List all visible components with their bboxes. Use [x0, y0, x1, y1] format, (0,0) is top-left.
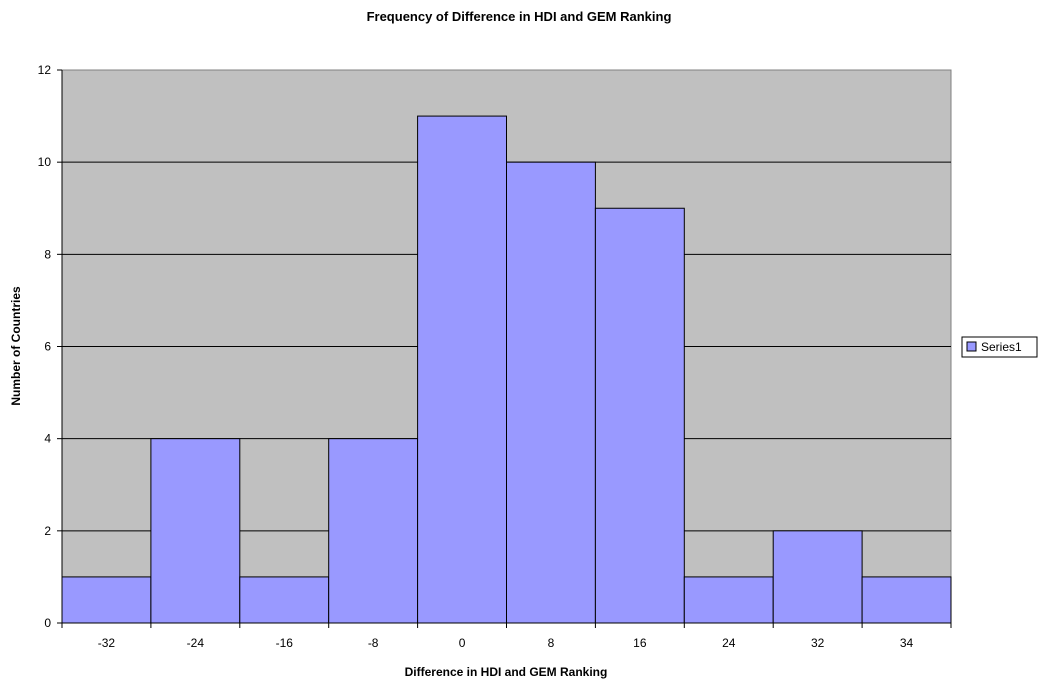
bar-32: [772, 530, 863, 624]
chart-title: Frequency of Difference in HDI and GEM R…: [367, 9, 672, 24]
x-tick-label--32: -32: [98, 636, 116, 650]
x-axis: -32 -24 -16 -8 0 8 16 24 32 34: [61, 622, 952, 650]
y-tick-label-8: 8: [44, 247, 51, 261]
bars: [61, 115, 952, 624]
x-tick-label--16: -16: [276, 636, 294, 650]
bar--24: [150, 438, 241, 624]
bar-34: [861, 576, 952, 624]
y-tick-label-6: 6: [44, 340, 51, 354]
x-tick-label--24: -24: [187, 636, 205, 650]
x-tick-label--8: -8: [368, 636, 379, 650]
bar--8: [328, 438, 419, 624]
bar--16: [239, 576, 330, 624]
y-tick-label-12: 12: [38, 63, 52, 77]
y-axis: 0 2 4 6 8 10 12: [38, 63, 63, 630]
y-axis-title: Number of Countries: [9, 286, 23, 406]
y-tick-label-4: 4: [44, 432, 51, 446]
bar-8: [506, 161, 596, 624]
bar-16: [594, 207, 685, 624]
bar--32: [61, 576, 152, 624]
bar-24: [683, 576, 774, 624]
x-tick-label-34: 34: [900, 636, 914, 650]
y-tick-label-2: 2: [44, 524, 51, 538]
x-axis-title: Difference in HDI and GEM Ranking: [405, 665, 608, 679]
y-tick-label-10: 10: [38, 155, 52, 169]
legend-label-series1: Series1: [981, 340, 1022, 354]
x-tick-label-32: 32: [811, 636, 825, 650]
bar-0: [417, 115, 508, 624]
y-tick-label-0: 0: [44, 616, 51, 630]
x-tick-label-24: 24: [722, 636, 736, 650]
x-tick-label-8: 8: [548, 636, 555, 650]
legend-frame: [961, 336, 1038, 358]
x-tick-label-0: 0: [459, 636, 466, 650]
legend: Series1: [961, 336, 1038, 358]
x-tick-label-16: 16: [633, 636, 647, 650]
legend-swatch-series1: [966, 341, 977, 352]
